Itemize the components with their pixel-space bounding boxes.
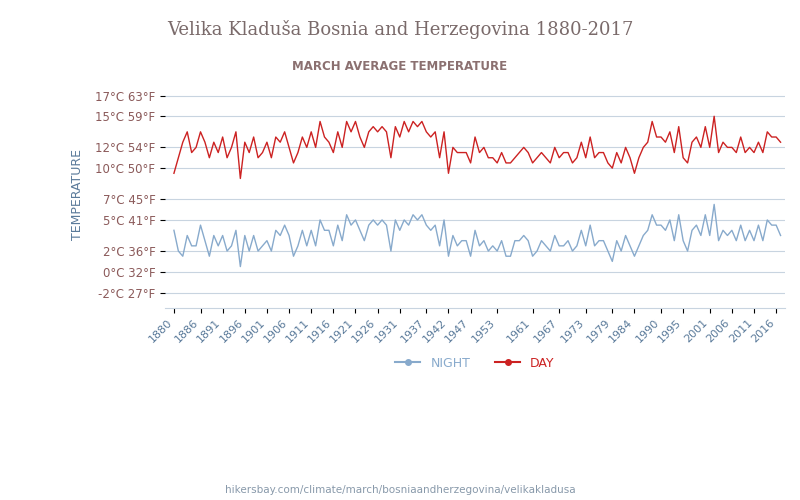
Legend: NIGHT, DAY: NIGHT, DAY (390, 352, 560, 375)
Y-axis label: TEMPERATURE: TEMPERATURE (71, 148, 84, 240)
Text: Velika Kladuša Bosnia and Herzegovina 1880-2017: Velika Kladuša Bosnia and Herzegovina 18… (167, 20, 633, 39)
Text: MARCH AVERAGE TEMPERATURE: MARCH AVERAGE TEMPERATURE (293, 60, 507, 73)
Text: hikersbay.com/climate/march/bosniaandherzegovina/velikakladusa: hikersbay.com/climate/march/bosniaandher… (225, 485, 575, 495)
